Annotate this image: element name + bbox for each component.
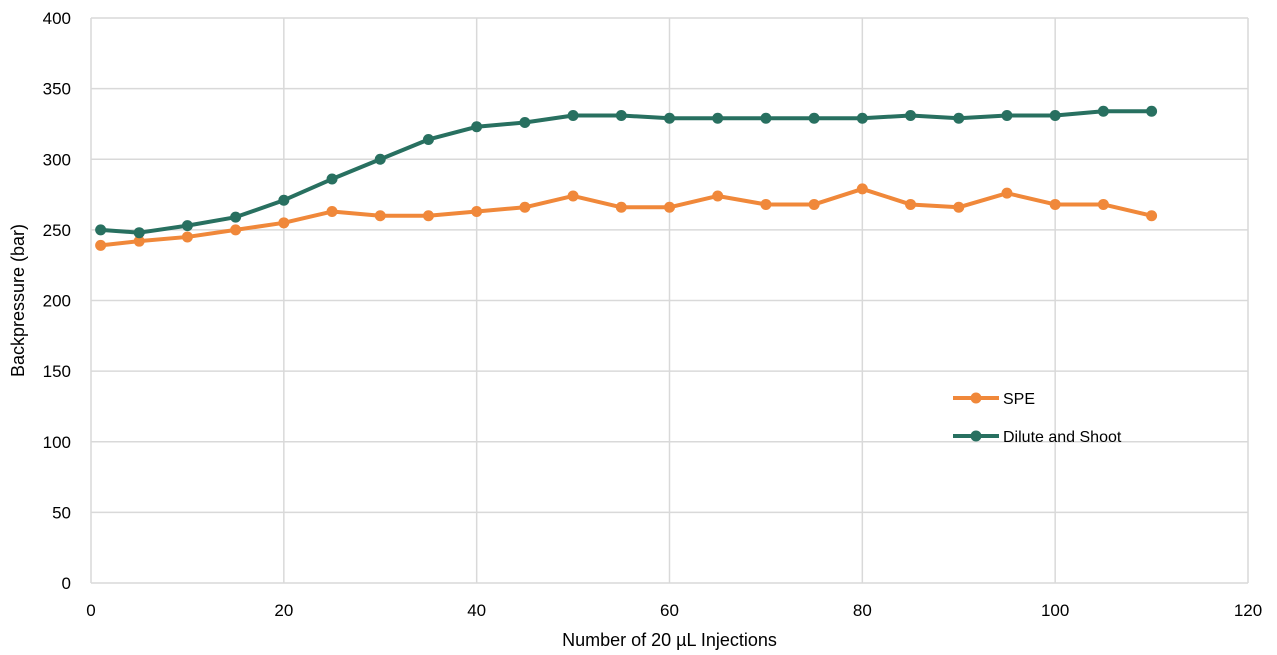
data-point — [615, 109, 627, 121]
legend-label: Dilute and Shoot — [1003, 429, 1122, 446]
data-point — [230, 224, 242, 236]
data-point — [374, 153, 386, 165]
data-point — [905, 109, 917, 121]
data-point — [712, 190, 724, 202]
y-tick-label: 250 — [43, 221, 71, 240]
x-tick-label: 20 — [274, 601, 293, 620]
legend-item: Dilute and Shoot — [953, 429, 1122, 446]
data-point — [1097, 105, 1109, 117]
legend-swatch-marker — [970, 392, 982, 404]
data-point — [326, 206, 338, 218]
data-point — [760, 112, 772, 124]
legend-swatch-marker — [970, 430, 982, 442]
legend-item: SPE — [953, 391, 1035, 408]
y-tick-label: 150 — [43, 362, 71, 381]
y-tick-label: 100 — [43, 433, 71, 452]
gridlines — [90, 17, 1249, 584]
data-point — [519, 117, 531, 129]
data-point — [181, 220, 193, 232]
data-point — [1001, 187, 1013, 199]
data-point — [133, 227, 145, 239]
data-point — [278, 194, 290, 206]
y-tick-label: 350 — [43, 80, 71, 99]
series-line — [98, 109, 1154, 235]
data-point — [664, 112, 675, 124]
data-point — [471, 121, 483, 133]
y-axis-ticks: 0 50 100 150 200 250 300 350 400 — [43, 9, 71, 593]
data-point — [905, 198, 917, 210]
data-point — [519, 201, 531, 213]
data-point — [664, 201, 675, 213]
data-point — [760, 198, 772, 210]
data-point — [95, 224, 107, 236]
y-tick-label: 300 — [43, 150, 71, 169]
data-point — [471, 206, 483, 218]
y-tick-label: 400 — [43, 9, 71, 28]
data-point — [422, 210, 434, 222]
data-point — [95, 239, 107, 251]
series-group — [95, 105, 1158, 251]
data-point — [1146, 105, 1158, 117]
legend-label: SPE — [1003, 391, 1035, 408]
x-axis-title: Number of 20 µL Injections — [562, 630, 777, 650]
data-point — [1001, 109, 1013, 121]
data-point — [615, 201, 627, 213]
x-tick-label: 0 — [86, 601, 95, 620]
data-point — [422, 133, 434, 145]
data-point — [1146, 210, 1158, 222]
x-tick-label: 40 — [467, 601, 486, 620]
data-point — [326, 173, 338, 185]
x-tick-label: 100 — [1041, 601, 1069, 620]
y-axis-title: Backpressure (bar) — [8, 224, 28, 377]
data-point — [953, 112, 965, 124]
data-point — [567, 109, 579, 121]
y-tick-label: 50 — [52, 503, 71, 522]
data-point — [856, 183, 868, 195]
data-point — [808, 198, 820, 210]
x-tick-label: 80 — [853, 601, 872, 620]
y-tick-label: 0 — [62, 574, 71, 593]
data-point — [181, 231, 193, 243]
data-point — [230, 211, 242, 223]
data-point — [374, 210, 386, 222]
series-line — [98, 186, 1154, 248]
data-point — [712, 112, 724, 124]
data-point — [133, 235, 145, 247]
data-point — [1049, 198, 1061, 210]
x-tick-label: 120 — [1234, 601, 1262, 620]
data-point — [953, 201, 965, 213]
data-point — [1049, 109, 1061, 121]
data-point — [567, 190, 579, 202]
series-dilute-and-shoot — [95, 105, 1158, 239]
x-axis-ticks: 0 20 40 60 80 100 120 — [86, 601, 1262, 620]
legend: SPE Dilute and Shoot — [953, 391, 1122, 446]
x-tick-label: 60 — [660, 601, 679, 620]
data-point — [808, 112, 820, 124]
y-tick-label: 200 — [43, 292, 71, 311]
data-point — [1097, 198, 1109, 210]
series-spe — [95, 183, 1158, 251]
data-point — [856, 112, 868, 124]
data-point — [278, 217, 290, 229]
